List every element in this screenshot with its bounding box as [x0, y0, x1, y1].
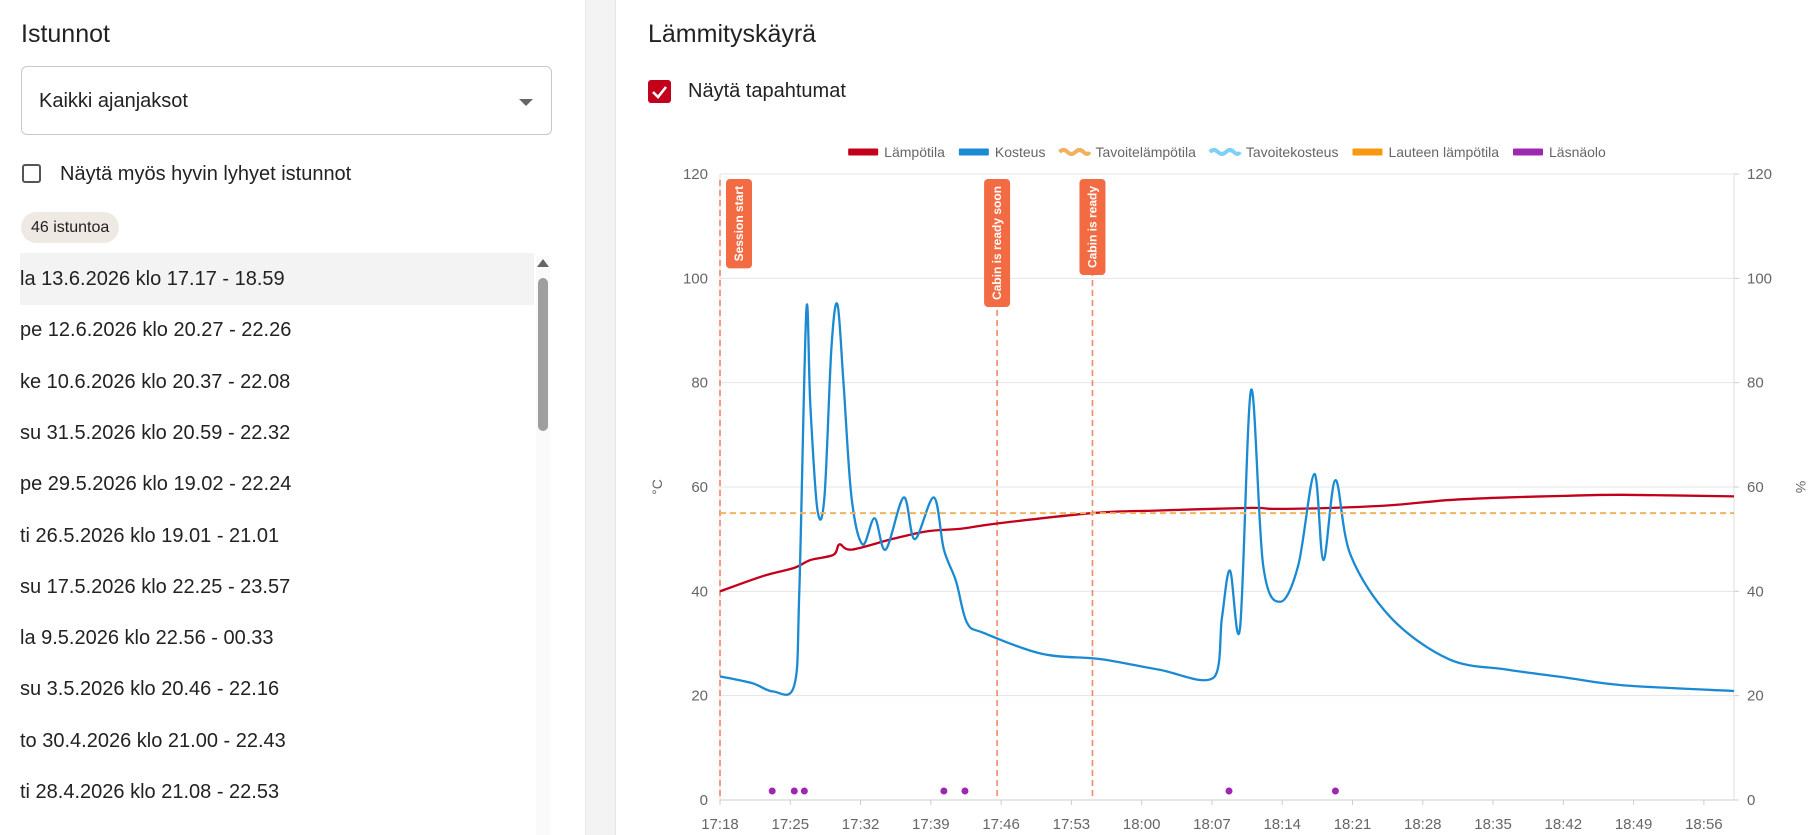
scroll-up[interactable] [537, 259, 549, 267]
event-box [984, 179, 1011, 308]
session-row[interactable]: su 31.5.2026 klo 20.59 - 22.32 [20, 421, 291, 444]
presence-dot [961, 787, 969, 795]
x-tick-label: 17:39 [912, 816, 950, 833]
presence-dot [1225, 787, 1233, 795]
legend-label: Kosteus [995, 144, 1046, 160]
y-tick-label: 60 [691, 479, 708, 496]
y-tick-label: 120 [683, 166, 708, 183]
legend-swatch [1513, 148, 1543, 156]
y-tick-label: 20 [691, 688, 708, 705]
x-tick-label: 18:00 [1123, 816, 1161, 833]
presence-dot [768, 787, 776, 795]
x-tick-label: 17:18 [701, 816, 739, 833]
y-tick-label: 80 [691, 375, 708, 392]
x-tick-label: 18:21 [1334, 816, 1372, 833]
sidebar-title: Istunnot [21, 20, 110, 48]
x-tick-label: 18:49 [1615, 816, 1653, 833]
session-row[interactable]: la 13.6.2026 klo 17.17 - 18.59 [20, 253, 534, 305]
checkmark [652, 86, 668, 99]
event-label: Cabin is ready soon [990, 186, 1004, 300]
legend-label: Lämpötila [884, 144, 945, 160]
y-tick-label: 100 [683, 270, 708, 287]
x-tick-label: 17:53 [1053, 816, 1091, 833]
legend-swatch [848, 148, 879, 156]
short-sessions-label: Näytä myös hyvin lyhyet istunnot [60, 163, 352, 185]
session-row[interactable]: pe 29.5.2026 klo 19.02 - 22.24 [20, 473, 292, 496]
session-row[interactable]: ti 26.5.2026 klo 19.01 - 21.01 [20, 524, 280, 547]
session-row[interactable]: ke 10.6.2026 klo 20.37 - 22.08 [20, 370, 291, 393]
event-marker: Cabin is ready soon [984, 179, 1011, 308]
legend-item[interactable]: Tavoitekosteus [1208, 144, 1339, 160]
legend-label: Lauteen lämpötila [1388, 144, 1499, 160]
session-row[interactable]: to 30.4.2026 klo 21.00 - 22.43 [20, 729, 286, 752]
event-marker: Session start [726, 179, 752, 269]
event-box [726, 179, 752, 269]
x-tick-label: 17:32 [842, 816, 880, 833]
legend-item[interactable]: Lauteen lämpötila [1352, 144, 1499, 160]
y2-tick-label: 120 [1747, 166, 1772, 183]
session-row[interactable]: pe 12.6.2026 klo 20.27 - 22.26 [20, 319, 292, 342]
presence-dot [790, 787, 798, 795]
select-arrow [519, 99, 533, 106]
series-line [719, 493, 1735, 593]
presence-dot [940, 787, 948, 795]
scroll-thumb[interactable] [538, 278, 548, 431]
main-panel: Lämmityskäyrä Näytä tapahtumat 0 20 40 60 80… [616, 0, 1815, 835]
period-select[interactable]: Kaikki ajanjaksot [21, 66, 552, 135]
series-line [719, 302, 1735, 696]
legend-item[interactable]: Kosteus [958, 144, 1046, 160]
x-tick-label: 17:25 [772, 816, 810, 833]
y-tick-label: 40 [691, 583, 708, 600]
legend-label: Tavoitelämpötila [1095, 144, 1196, 160]
y2-tick-label: 80 [1747, 375, 1764, 392]
events-label: Näytä tapahtumat [688, 80, 846, 102]
x-tick-label: 17:46 [982, 816, 1020, 833]
events-checkbox[interactable] [648, 80, 671, 103]
legend-item[interactable]: Tavoitelämpötila [1058, 144, 1196, 160]
presence-dot [800, 787, 808, 795]
y2-tick-label: 20 [1747, 688, 1764, 705]
divider [585, 0, 616, 835]
legend-swatch [1208, 148, 1242, 156]
x-tick-label: 18:28 [1404, 816, 1442, 833]
x-tick-label: 18:56 [1685, 816, 1723, 833]
y-tick-label: 0 [700, 792, 708, 809]
event-box [1079, 179, 1106, 276]
legend-swatch [1352, 148, 1383, 156]
legend-item[interactable]: Läsnäolo [1513, 144, 1606, 160]
session-row[interactable]: su 17.5.2026 klo 22.25 - 23.57 [20, 575, 291, 598]
sidebar: Istunnot Kaikki ajanjaksot Näytä myös hy… [0, 0, 585, 835]
event-label: Cabin is ready [1085, 186, 1099, 268]
y2-tick-label: 60 [1747, 479, 1764, 496]
y-axis-label: °C [649, 479, 665, 495]
event-label: Session start [732, 186, 746, 261]
y2-tick-label: 0 [1747, 792, 1755, 809]
panel-title: Lämmityskäyrä [648, 20, 817, 48]
legend: Lämpötila Kosteus Tavoitelämpötila Tavoitek… [848, 144, 1606, 160]
y2-tick-label: 40 [1747, 583, 1764, 600]
x-tick-label: 18:42 [1545, 816, 1583, 833]
legend-swatch [1058, 148, 1092, 156]
count-chip: 46 istuntoa [21, 212, 120, 243]
session-row[interactable]: ti 28.4.2026 klo 21.08 - 22.53 [20, 781, 280, 803]
legend-swatch [958, 148, 989, 156]
x-tick-label: 18:14 [1263, 816, 1301, 833]
session-row[interactable]: su 3.5.2026 klo 20.46 - 22.16 [20, 678, 280, 701]
legend-label: Läsnäolo [1549, 144, 1606, 160]
presence-dot [1331, 787, 1339, 795]
x-tick-label: 18:35 [1474, 816, 1512, 833]
x-tick-label: 18:07 [1193, 816, 1231, 833]
session-row[interactable]: la 9.5.2026 klo 22.56 - 00.33 [20, 627, 274, 650]
period-select-value: Kaikki ajanjaksot [39, 90, 188, 112]
event-marker: Cabin is ready [1079, 179, 1106, 276]
short-sessions-checkbox[interactable] [22, 164, 41, 183]
chart: 0 20 40 60 80 100 120 0 20 40 60 80 100 120 17:18 17:25… [649, 144, 1809, 833]
y2-tick-label: 100 [1747, 270, 1772, 287]
legend-item[interactable]: Lämpötila [848, 144, 945, 160]
legend-label: Tavoitekosteus [1246, 144, 1339, 160]
y2-axis-label: % [1793, 481, 1809, 493]
